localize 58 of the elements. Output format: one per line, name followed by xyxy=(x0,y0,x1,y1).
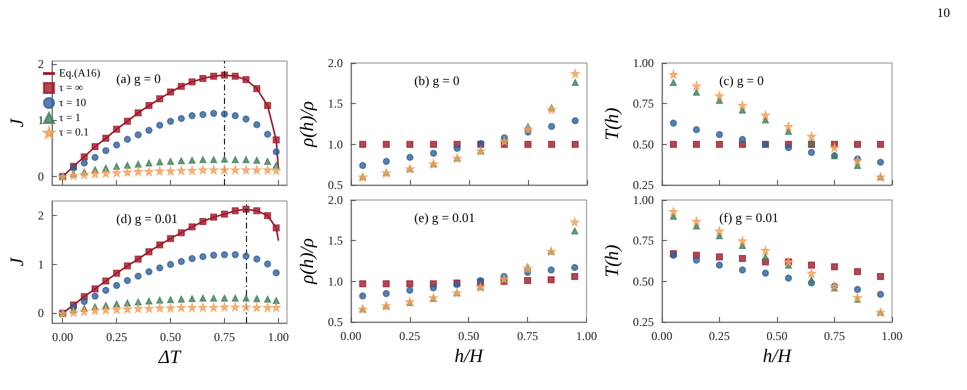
y-tick-label: 1.5 xyxy=(328,96,343,111)
y-tick-label: 0.50 xyxy=(632,274,654,288)
y-tick-label: 0.50 xyxy=(632,137,654,152)
y-tick-label: 2.0 xyxy=(328,193,343,207)
x-tick-label: 1.00 xyxy=(576,329,597,343)
y-tick-label: 1.5 xyxy=(328,234,343,248)
y-tick-label: 0.25 xyxy=(632,178,654,192)
x-tick-label: 0.75 xyxy=(824,329,845,343)
text: (b) g = 0 xyxy=(414,73,460,88)
x-tick-label: 0.00 xyxy=(52,330,74,344)
y-tick-label: 1 xyxy=(38,257,44,272)
y-tick-label: 0.75 xyxy=(632,96,654,111)
y-tick-label: 2 xyxy=(38,56,44,71)
x-axis-title: h/H xyxy=(454,346,484,367)
y-tick-label: 1.0 xyxy=(328,137,343,152)
x-tick-label: 1.00 xyxy=(882,329,902,343)
x-tick-label: 0.50 xyxy=(766,329,788,343)
text: 10 xyxy=(937,5,950,20)
y-tick-label: 0 xyxy=(38,306,44,320)
y-axis-title: T(h) xyxy=(602,108,623,140)
y-tick-label: 1 xyxy=(38,113,44,128)
x-axis-title: ΔT xyxy=(158,346,182,368)
x-tick-label: 0.00 xyxy=(651,329,672,343)
legend-label: τ = 1 xyxy=(59,112,81,124)
x-tick-label: 0.25 xyxy=(708,329,730,343)
y-tick-label: 1.00 xyxy=(632,56,654,70)
x-tick-label: 0.00 xyxy=(340,329,362,343)
text: (e) g = 0.01 xyxy=(414,210,475,225)
text: (d) g = 0.01 xyxy=(116,211,178,226)
y-tick-label: 0.5 xyxy=(328,315,343,329)
x-tick-label: 0.50 xyxy=(160,330,182,344)
x-tick-label: 0.75 xyxy=(214,330,235,344)
y-tick-label: 2 xyxy=(38,208,44,223)
x-tick-label: 0.25 xyxy=(106,330,128,344)
y-axis-title: ρ(h)/ρ xyxy=(297,101,318,148)
y-tick-label: 1.00 xyxy=(632,193,654,207)
y-tick-label: 1.0 xyxy=(328,274,343,288)
y-tick-label: 0 xyxy=(38,170,44,184)
x-tick-label: 0.50 xyxy=(458,329,480,343)
y-axis-title: J xyxy=(7,256,28,266)
legend-label: Eq.(A16) xyxy=(59,68,101,80)
x-tick-label: 1.00 xyxy=(268,330,289,344)
y-tick-label: 2.0 xyxy=(328,56,343,70)
y-axis-title: J xyxy=(7,117,28,128)
text: (a) g = 0 xyxy=(116,71,161,86)
legend-label: τ = 10 xyxy=(59,97,87,109)
legend-label: τ = ∞ xyxy=(59,82,84,94)
y-axis-title: ρ(h)/ρ xyxy=(297,238,318,285)
legend-label: τ = 0.1 xyxy=(59,126,89,139)
x-tick-label: 0.75 xyxy=(517,329,538,343)
y-tick-label: 0.75 xyxy=(632,234,654,248)
y-axis-title: T(h) xyxy=(602,244,623,278)
x-axis-title: h/H xyxy=(762,346,792,367)
text: (c) g = 0 xyxy=(719,73,764,88)
text: (f) g = 0.01 xyxy=(719,210,779,225)
x-tick-label: 0.25 xyxy=(399,329,420,343)
y-tick-label: 0.5 xyxy=(328,178,343,192)
y-tick-label: 0.25 xyxy=(632,315,654,329)
